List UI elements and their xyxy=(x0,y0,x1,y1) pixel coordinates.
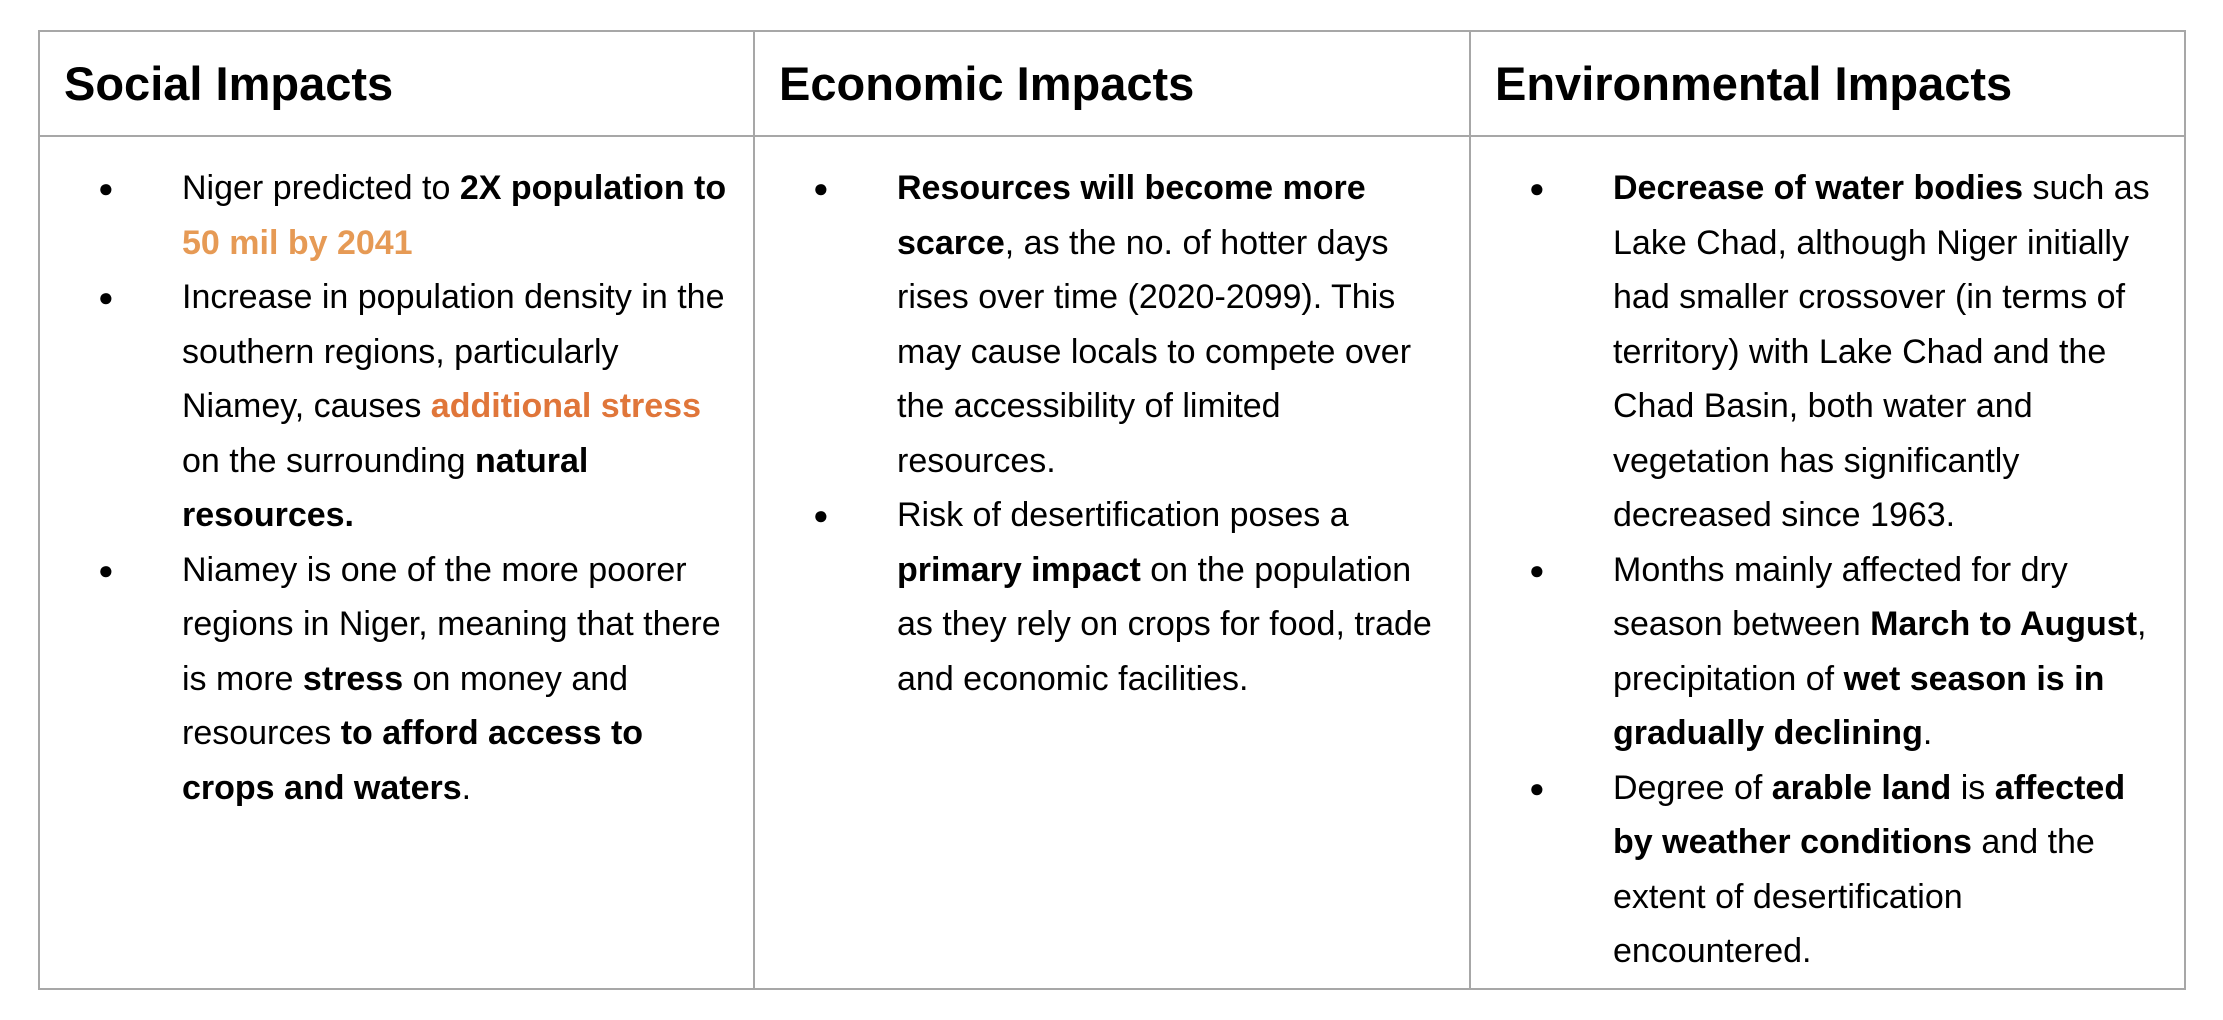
header-row: Social Impacts Economic Impacts Environm… xyxy=(38,30,2186,137)
environmental-impacts-list: Decrease of water bodies such as Lake Ch… xyxy=(1495,161,2160,979)
list-item: Degree of arable land is affected by wea… xyxy=(1495,761,2160,979)
content-row: Niger predicted to 2X population to 50 m… xyxy=(38,135,2186,990)
text-segment: , as the no. of hotter days rises over t… xyxy=(897,223,1412,480)
list-item: Niger predicted to 2X population to 50 m… xyxy=(64,161,729,270)
impacts-table: Social Impacts Economic Impacts Environm… xyxy=(38,30,2186,990)
emphasis-segment: additional stress xyxy=(430,387,701,425)
list-item: Months mainly affected for dry season be… xyxy=(1495,543,2160,761)
emphasis-segment: natural resources. xyxy=(182,441,589,535)
environmental-impacts-cell: Decrease of water bodies such as Lake Ch… xyxy=(1469,135,2186,990)
emphasis-segment: primary impact xyxy=(897,550,1141,589)
emphasis-segment: 50 mil by 2041 xyxy=(182,223,413,262)
economic-impacts-header: Economic Impacts xyxy=(753,30,1471,137)
text-segment: Degree of xyxy=(1613,768,1772,807)
text-segment: on money and resources xyxy=(182,659,629,753)
emphasis-segment: arable land xyxy=(1771,768,1952,807)
emphasis-segment: March to August xyxy=(1870,605,2138,643)
text-segment: . xyxy=(461,768,472,807)
emphasis-segment: to afford access to crops and waters xyxy=(182,714,644,807)
economic-impacts-cell: Resources will become more scarce, as th… xyxy=(753,135,1471,990)
text-segment: , precipitation of xyxy=(1613,605,2147,698)
environmental-impacts-header: Environmental Impacts xyxy=(1469,30,2186,137)
list-item: Risk of desertification poses a primary … xyxy=(779,488,1445,706)
list-item: Decrease of water bodies such as Lake Ch… xyxy=(1495,161,2160,543)
emphasis-segment: Decrease of water bodies xyxy=(1613,169,2024,207)
text-segment: Niamey is one of the more poorer regions… xyxy=(182,550,721,698)
text-segment: is xyxy=(1951,768,1995,807)
emphasis-segment: affected by weather conditions xyxy=(1613,768,2126,862)
text-segment: Increase in population density in the so… xyxy=(182,278,725,425)
list-item: Niamey is one of the more poorer regions… xyxy=(64,543,729,816)
text-segment: on the population as they rely on crops … xyxy=(897,550,1432,698)
emphasis-segment: stress xyxy=(302,659,404,698)
text-segment: . xyxy=(1922,714,1933,752)
list-item: Increase in population density in the so… xyxy=(64,270,729,543)
emphasis-segment: wet season is in gradually declining xyxy=(1613,659,2105,753)
text-segment: such as Lake Chad, although Niger initia… xyxy=(1613,169,2150,534)
text-segment: Niger predicted to xyxy=(182,169,460,207)
economic-impacts-list: Resources will become more scarce, as th… xyxy=(779,161,1445,706)
text-segment: Months mainly affected for dry season be… xyxy=(1613,550,2068,644)
text-segment: on the surrounding xyxy=(182,441,475,480)
emphasis-segment: Resources will become more scarce xyxy=(897,169,1366,262)
social-impacts-cell: Niger predicted to 2X population to 50 m… xyxy=(38,135,755,990)
emphasis-segment: 2X population to xyxy=(459,169,727,207)
text-segment: and the extent of desertification encoun… xyxy=(1613,823,2095,970)
social-impacts-list: Niger predicted to 2X population to 50 m… xyxy=(64,161,729,815)
text-segment: Risk of desertification poses a xyxy=(897,496,1349,534)
list-item: Resources will become more scarce, as th… xyxy=(779,161,1445,488)
social-impacts-header: Social Impacts xyxy=(38,30,755,137)
